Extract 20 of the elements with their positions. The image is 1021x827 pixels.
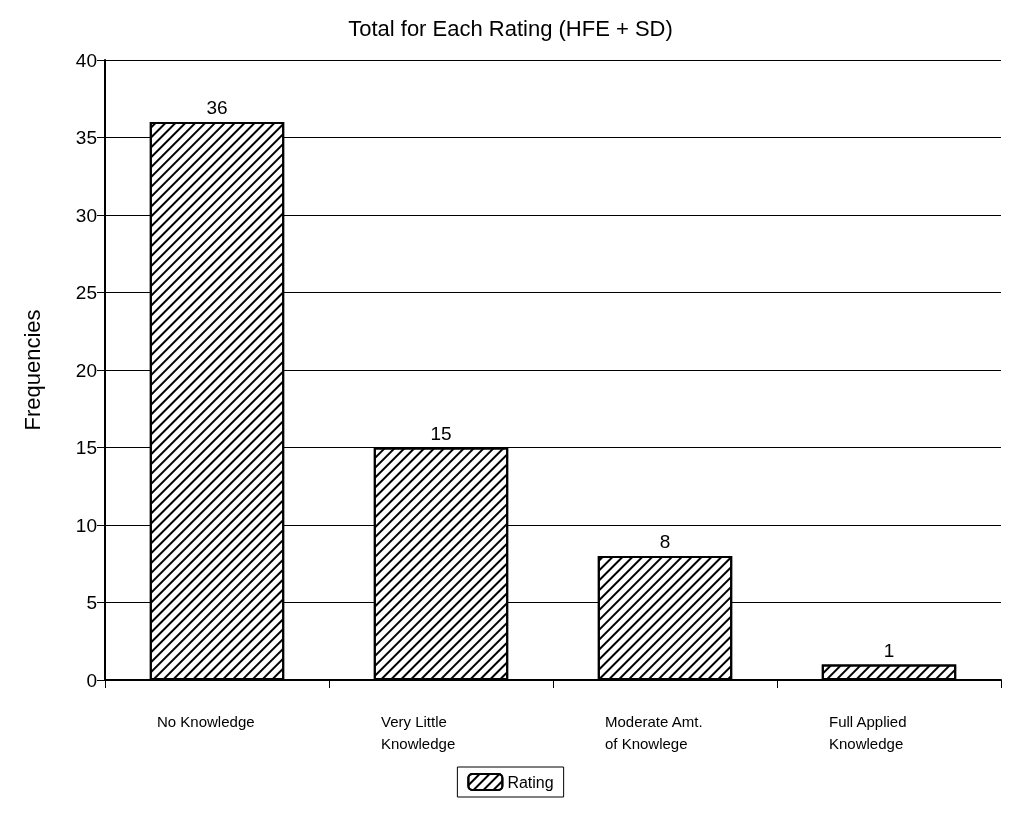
- legend-label: Rating: [507, 773, 554, 791]
- y-tick-label: 30: [75, 204, 97, 226]
- y-tick-label: 25: [75, 282, 97, 303]
- data-label: 15: [430, 422, 452, 444]
- x-tick-label: Very Little Knowledge: [381, 712, 456, 752]
- data-label: 36: [206, 97, 228, 118]
- y-tick-label: 35: [75, 127, 97, 148]
- y-tick-label: 40: [75, 49, 97, 71]
- x-tick-label: Moderate Amt. of Knowlege: [605, 712, 703, 752]
- y-tick-label: 20: [75, 359, 97, 381]
- y-axis-title: Frequencies: [19, 309, 45, 431]
- y-tick-label: 0: [86, 669, 97, 691]
- data-label: 8: [659, 531, 671, 552]
- y-tick-label: 5: [86, 592, 97, 613]
- x-tick-label: No Knowledge: [157, 712, 255, 730]
- chart-title: Total for Each Rating (HFE + SD): [348, 15, 673, 41]
- y-tick-label: 10: [75, 514, 97, 536]
- y-tick-label: 15: [75, 437, 97, 458]
- data-label: 1: [883, 639, 895, 661]
- x-tick-label: Full Applied Knowledge: [829, 712, 907, 752]
